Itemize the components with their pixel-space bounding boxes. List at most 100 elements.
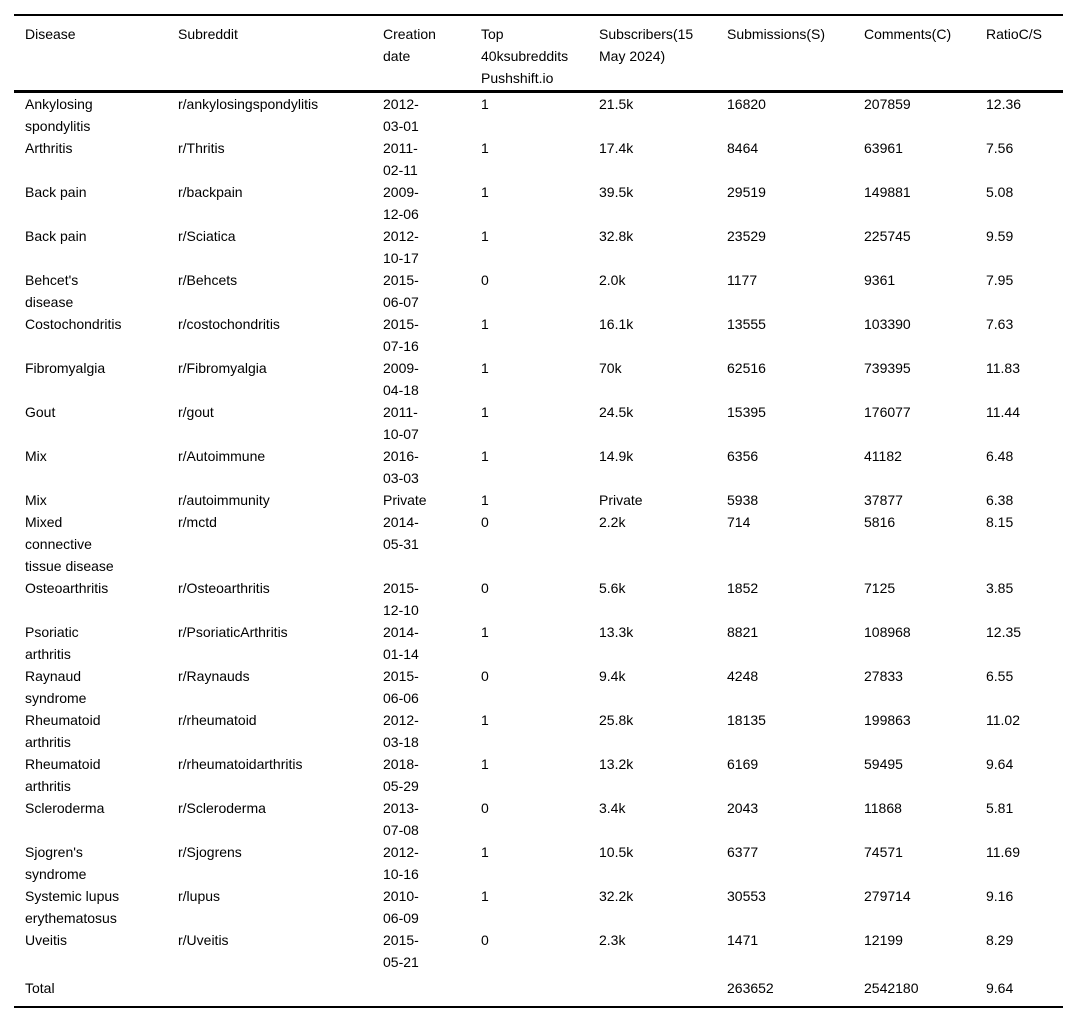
cell-submissions: 13555 [727,316,766,332]
cell-subscribers: 3.4k [599,800,626,816]
cell-subreddit: r/rheumatoid [178,712,257,728]
cell-subscribers: 25.8k [599,712,634,728]
table-row: Rheumatoid arthritis r/rheumatoid 2012-03-… [14,709,1063,753]
cell-creation-date: 2016-03-03 [383,448,419,486]
cell-empty [481,973,599,1007]
cell-disease: Mix [25,492,47,508]
cell-comments: 5816 [864,514,896,530]
cell-ratio: 9.16 [986,888,1014,904]
cell-comments: 11868 [864,800,902,816]
cell-ratio: 3.85 [986,580,1014,596]
cell-ratio: 11.44 [986,404,1020,420]
cell-subreddit: r/PsoriaticArthritis [178,624,288,640]
cell-submissions: 8821 [727,624,759,640]
table-row: Systemic lupus erythematosus r/lupus 2010-… [14,885,1063,929]
cell-top40k-flag: 1 [481,360,489,376]
cell-disease: Systemic lupus erythematosus [25,888,120,926]
cell-disease: Psoriatic arthritis [25,624,79,662]
cell-subscribers: 24.5k [599,404,634,420]
cell-comments: 103390 [864,316,911,332]
col-header-top40k-pushshift: Top 40ksubreddits Pushshift.io [481,15,599,93]
table-header: Disease Subreddit Creation date Top 40ks… [14,15,1063,93]
cell-comments: 74571 [864,844,903,860]
cell-subreddit: r/Behcets [178,272,238,288]
cell-creation-date: 2012-10-17 [383,228,419,266]
cell-top40k-flag: 0 [481,668,489,684]
cell-disease: Mixed connective tissue disease [25,514,114,574]
cell-disease: Scleroderma [25,800,105,816]
cell-subreddit: r/Uveitis [178,932,229,948]
cell-top40k-flag: 1 [481,404,489,420]
cell-comments: 27833 [864,668,903,684]
cell-ratio: 6.38 [986,492,1014,508]
cell-subscribers: 13.2k [599,756,634,772]
table-row: Scleroderma r/Scleroderma 2013-07-08 0 3.4k 2… [14,797,1063,841]
table-row: Mixed connective tissue disease r/mctd 201… [14,511,1063,577]
cell-disease: Rheumatoid arthritis [25,756,101,794]
cell-disease: Ankylosing spondylitis [25,96,93,134]
table-row: Uveitis r/Uveitis 2015-05-21 0 2.3k 1471 12199… [14,929,1063,973]
cell-top40k-flag: 1 [481,140,489,156]
cell-submissions: 30553 [727,888,766,904]
cell-submissions: 6356 [727,448,759,464]
cell-subscribers: 13.3k [599,624,634,640]
cell-submissions: 15395 [727,404,766,420]
cell-submissions: 1852 [727,580,759,596]
cell-subscribers: 32.8k [599,228,634,244]
cell-top40k-flag: 1 [481,228,489,244]
cell-comments: 739395 [864,360,911,376]
cell-disease: Arthritis [25,140,73,156]
cell-top40k-flag: 0 [481,514,489,530]
cell-ratio: 6.48 [986,448,1014,464]
cell-creation-date: 2010-06-09 [383,888,419,926]
cell-ratio: 11.83 [986,360,1020,376]
cell-creation-date: 2012-03-01 [383,96,419,134]
cell-creation-date: 2014-01-14 [383,624,419,662]
cell-subscribers: 14.9k [599,448,634,464]
cell-submissions: 23529 [727,228,766,244]
table-row: Back pain r/backpain 2009-12-06 1 39.5k 29519… [14,181,1063,225]
cell-top40k-flag: 1 [481,96,489,112]
cell-subreddit: r/Sciatica [178,228,236,244]
cell-top40k-flag: 0 [481,932,489,948]
table-row: Psoriatic arthritis r/PsoriaticArthritis 2… [14,621,1063,665]
cell-submissions: 5938 [727,492,759,508]
cell-ratio: 7.56 [986,140,1014,156]
col-header-disease: Disease [14,15,178,93]
cell-ratio: 8.29 [986,932,1014,948]
table-row: Mix r/autoimmunity Private 1 Private 5938 3787… [14,489,1063,511]
cell-creation-date: 2012-03-18 [383,712,419,750]
cell-empty [599,973,727,1007]
cell-comments: 149881 [864,184,911,200]
cell-ratio: 9.64 [986,756,1014,772]
cell-subscribers: 21.5k [599,96,634,112]
cell-ratio: 11.69 [986,844,1020,860]
cell-top40k-flag: 1 [481,492,489,508]
cell-disease: Osteoarthritis [25,580,109,596]
cell-subscribers: 5.6k [599,580,626,596]
cell-subscribers: 16.1k [599,316,634,332]
cell-subscribers: 2.3k [599,932,626,948]
table-footer: Total 263652 2542180 9.64 [14,973,1063,1007]
table-row: Sjogren's syndrome r/Sjogrens 2012-10-16 1 1… [14,841,1063,885]
col-header-ratio: RatioC/S [986,15,1063,93]
total-row: Total 263652 2542180 9.64 [14,973,1063,1007]
cell-comments: 59495 [864,756,903,772]
cell-subreddit: r/Sjogrens [178,844,242,860]
cell-top40k-flag: 1 [481,316,489,332]
cell-subreddit: r/Autoimmune [178,448,266,464]
cell-comments: 41182 [864,448,902,464]
table-row: Behcet's disease r/Behcets 2015-06-07 0 2.0k… [14,269,1063,313]
cell-ratio: 7.95 [986,272,1014,288]
cell-top40k-flag: 0 [481,272,489,288]
cell-comments: 9361 [864,272,896,288]
cell-subreddit: r/gout [178,404,214,420]
cell-disease: Raynaud syndrome [25,668,87,706]
cell-creation-date: 2018-05-29 [383,756,419,794]
cell-comments: 37877 [864,492,903,508]
cell-subreddit: r/rheumatoidarthritis [178,756,303,772]
cell-top40k-flag: 1 [481,756,489,772]
col-header-creation-date: Creation date [383,15,481,93]
cell-comments: 108968 [864,624,911,640]
